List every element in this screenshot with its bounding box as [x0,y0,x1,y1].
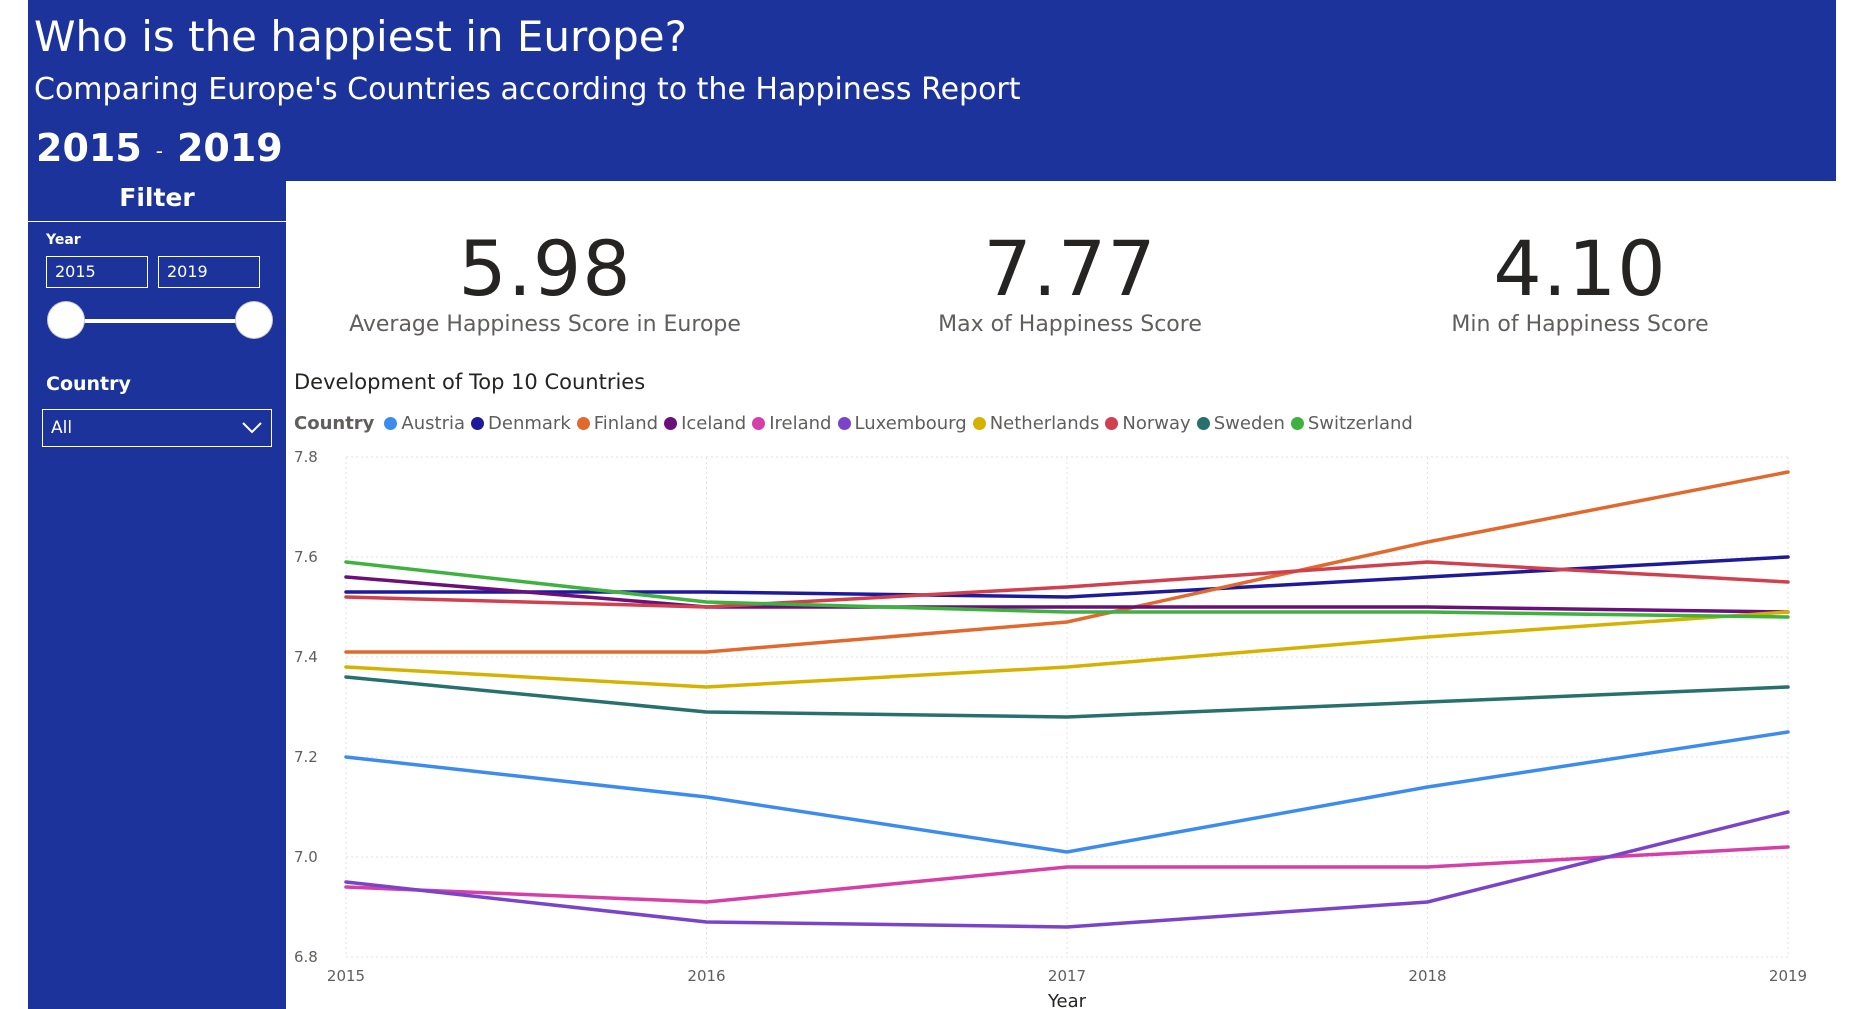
legend-dot-icon [752,417,766,430]
chart-title: Development of Top 10 Countries [294,370,646,394]
kpi-min-value: 4.10 [1493,224,1667,313]
y-tick-label: 7.2 [294,748,318,766]
country-dropdown-value: All [51,418,73,438]
series-line-finland [344,470,1790,654]
y-tick-label: 7.6 [294,548,318,566]
legend-item[interactable]: Norway [1105,413,1191,434]
x-tick-label: 2018 [1408,967,1446,985]
legend-dot-icon [471,417,485,430]
series-line-luxembourg [344,810,1790,929]
legend-dot-icon [384,417,398,430]
legend-item[interactable]: Ireland [752,413,832,434]
series-line-sweden [344,675,1790,719]
kpi-average-card: 5.98 Average Happiness Score in Europe [345,224,745,338]
filter-title: Filter [119,183,195,212]
year-from-input[interactable]: 2015 [46,256,148,288]
kpi-max-card: 7.77 Max of Happiness Score [870,224,1270,338]
year-slider-end-handle[interactable] [236,302,272,338]
kpi-average-value: 5.98 [458,224,632,313]
series-line-netherlands [344,610,1790,689]
legend-item[interactable]: Austria [384,413,465,434]
legend-item[interactable]: Switzerland [1290,413,1413,434]
legend-label: Netherlands [989,413,1100,434]
legend-dot-icon [576,417,590,430]
series-line-norway [344,560,1790,609]
y-tick-label: 7.4 [294,648,318,666]
legend-title: Country [294,413,375,434]
year-to-display: 2019 [176,126,283,170]
legend-label: Denmark [488,413,571,434]
line-chart: 6.8 7.0 7.2 7.4 7.6 7.8 2015 2016 2017 2018 2019 Ye… [294,448,1807,1009]
year-range-display: 2015-2019 [36,126,283,170]
kpi-max-label: Max of Happiness Score [938,312,1202,337]
legend-dot-icon [972,417,986,430]
legend-dot-icon [664,417,678,430]
kpi-max-value: 7.77 [983,224,1157,313]
filter-divider [28,221,286,222]
kpi-min-label: Min of Happiness Score [1451,312,1709,337]
year-from-display: 2015 [36,126,142,170]
x-tick-label: 2016 [687,967,725,985]
x-axis-title: Year [1047,991,1087,1009]
legend-item[interactable]: Finland [576,413,659,434]
series-line-austria [344,730,1790,854]
legend-label: Sweden [1213,413,1285,434]
series-line-iceland [344,575,1790,614]
legend-label: Norway [1122,413,1191,434]
legend-dot-icon [1105,417,1119,430]
year-separator: - [155,138,163,163]
x-tick-label: 2019 [1769,967,1807,985]
legend-item[interactable]: Denmark [471,413,571,434]
y-tick-label: 6.8 [294,948,318,966]
legend-item[interactable]: Netherlands [972,413,1100,434]
chevron-down-icon [242,422,262,434]
report-header: Who is the happiest in Europe? Comparing… [28,0,1836,181]
legend-label: Austria [401,413,466,434]
legend-label: Ireland [769,413,832,434]
x-tick-label: 2017 [1048,967,1086,985]
legend-item[interactable]: Iceland [664,413,746,434]
legend-item[interactable]: Luxembourg [837,413,967,434]
series-line-ireland [344,845,1790,904]
filter-panel: Filter Year 2015 2019 Country All [28,181,286,1009]
kpi-average-label: Average Happiness Score in Europe [349,312,741,337]
legend-dot-icon [1290,417,1304,430]
legend-dot-icon [1196,417,1210,430]
year-slider-track[interactable] [66,319,256,323]
legend-label: Finland [593,413,659,434]
y-tick-label: 7.8 [294,448,318,466]
legend-label: Luxembourg [854,413,967,434]
year-slider-start-handle[interactable] [48,302,84,338]
y-tick-label: 7.0 [294,848,318,866]
chart-legend: Country Austria Denmark Finland Iceland Irel… [294,413,1419,434]
report-title: Who is the happiest in Europe? [34,12,687,61]
x-tick-label: 2015 [327,967,365,985]
report-subtitle: Comparing Europe's Countries according t… [34,72,1021,107]
year-to-input[interactable]: 2019 [158,256,260,288]
country-filter-label: Country [46,373,131,395]
year-filter-label: Year [46,232,81,248]
kpi-min-card: 4.10 Min of Happiness Score [1380,224,1780,338]
legend-dot-icon [837,417,851,430]
legend-label: Switzerland [1307,413,1413,434]
legend-label: Iceland [681,413,747,434]
country-dropdown[interactable]: All [42,409,272,447]
legend-item[interactable]: Sweden [1196,413,1285,434]
series-line-switzerland [344,560,1790,619]
